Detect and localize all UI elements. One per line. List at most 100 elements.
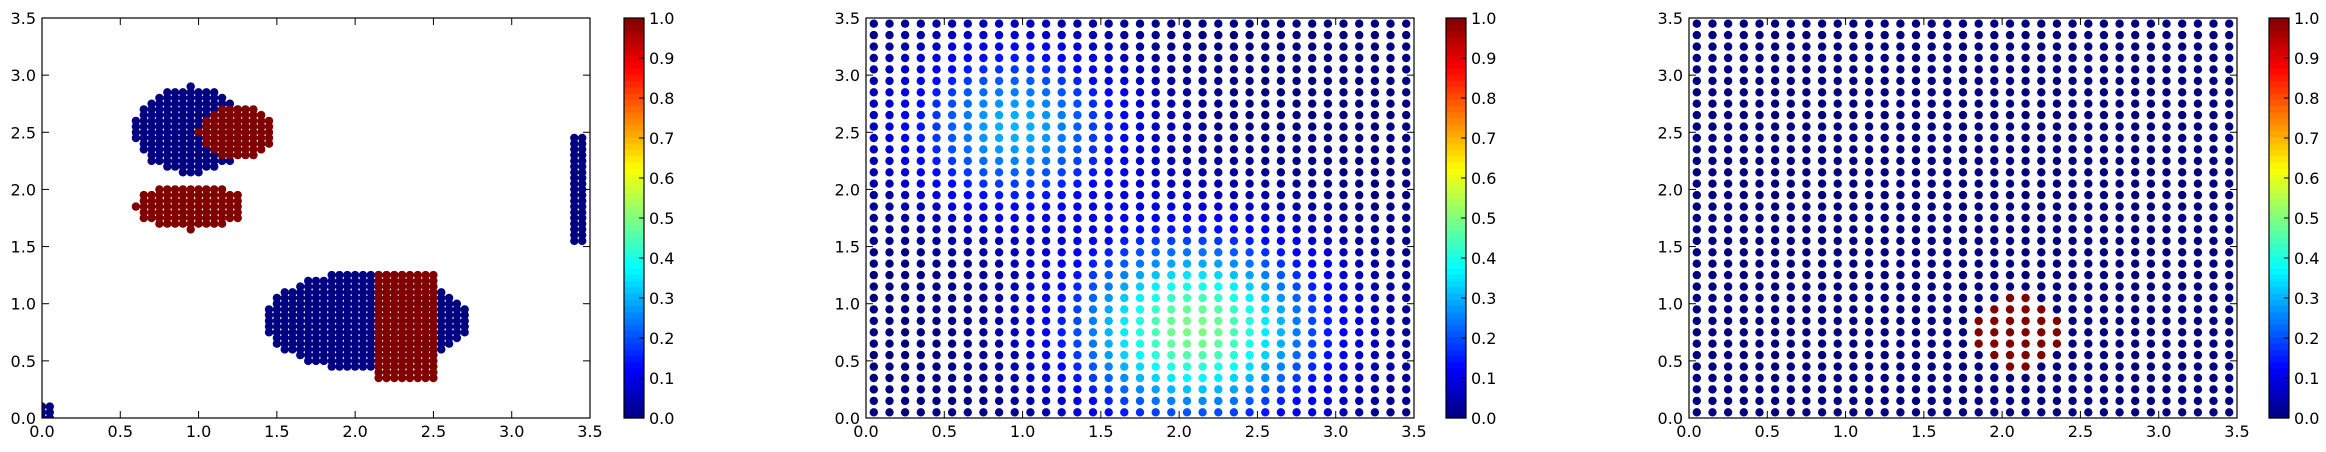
data-point — [1958, 110, 1968, 120]
data-point — [1292, 88, 1301, 97]
data-point — [2162, 76, 2171, 86]
data-point — [2209, 19, 2218, 28]
x-tick-label: 1.5 — [1911, 422, 1936, 441]
data-point — [1402, 396, 1411, 406]
data-point — [1849, 293, 1858, 303]
colorbar-segment — [624, 324, 644, 332]
data-point — [2005, 133, 2015, 143]
data-point — [2021, 110, 2030, 120]
data-point — [1245, 350, 1254, 360]
data-point — [1261, 350, 1270, 360]
data-point — [1057, 282, 1066, 291]
data-point — [1739, 42, 1749, 51]
data-point — [1276, 339, 1286, 348]
data-point — [1355, 99, 1364, 108]
data-point — [947, 76, 957, 86]
data-point — [979, 190, 988, 200]
data-point — [1692, 236, 1702, 246]
data-point — [1786, 65, 1796, 74]
data-point — [1308, 408, 1317, 417]
data-point — [570, 196, 579, 206]
data-point — [2193, 19, 2203, 28]
data-point — [963, 213, 972, 223]
data-point — [1104, 362, 1113, 371]
data-point — [1943, 65, 1952, 74]
colorbar-segment — [624, 393, 644, 400]
data-point — [2037, 145, 2046, 154]
data-point — [2099, 122, 2109, 131]
data-point — [2005, 385, 2015, 394]
data-point — [1104, 88, 1113, 97]
data-point — [1370, 179, 1380, 188]
data-point — [994, 350, 1004, 360]
data-point — [1214, 168, 1223, 177]
data-point — [1323, 339, 1333, 348]
data-point — [2021, 88, 2030, 97]
data-point — [1708, 339, 1717, 348]
data-point — [1849, 19, 1858, 28]
data-point — [1261, 156, 1270, 166]
data-points — [869, 19, 1411, 417]
data-point — [1849, 179, 1858, 188]
data-point — [1692, 259, 1702, 268]
data-point — [2068, 30, 2077, 40]
data-point — [1896, 76, 1905, 86]
data-point — [979, 385, 988, 394]
data-point — [869, 305, 878, 314]
data-point — [1786, 145, 1796, 154]
x-tick-label: 2.0 — [1989, 422, 2014, 441]
data-point — [2162, 145, 2171, 154]
data-point — [869, 19, 878, 28]
data-point — [2209, 190, 2218, 200]
data-point — [1739, 88, 1749, 97]
data-point — [1817, 110, 1827, 120]
colorbar-segment — [1446, 105, 1466, 113]
data-point — [2178, 30, 2187, 40]
data-point — [2162, 53, 2171, 63]
data-point — [963, 385, 972, 394]
data-point — [1386, 316, 1395, 326]
data-point — [1104, 168, 1113, 177]
data-point — [1386, 385, 1395, 394]
data-point — [2068, 213, 2077, 223]
data-point — [1833, 396, 1842, 406]
colorbar-segment — [624, 305, 644, 313]
data-point — [1261, 305, 1270, 314]
data-point — [1786, 156, 1796, 166]
data-point — [994, 133, 1004, 143]
data-point — [1802, 42, 1811, 51]
data-point — [2131, 156, 2140, 166]
data-point — [1010, 236, 1019, 246]
data-point — [1708, 282, 1717, 291]
data-point — [155, 156, 164, 166]
data-point — [2225, 282, 2234, 291]
data-point — [932, 362, 941, 371]
data-point — [900, 350, 910, 360]
data-point — [1974, 19, 1983, 28]
data-point — [1833, 99, 1842, 108]
data-point — [1770, 385, 1780, 394]
colorbar-segment — [624, 405, 644, 413]
data-point — [1692, 248, 1702, 257]
data-point — [1833, 88, 1842, 97]
data-point — [1708, 30, 1717, 40]
data-point — [405, 276, 415, 286]
data-point — [1723, 133, 1733, 143]
data-point — [1723, 373, 1733, 383]
data-point — [1880, 339, 1889, 348]
data-point — [2037, 65, 2046, 74]
data-point — [1402, 259, 1411, 268]
data-point — [1010, 202, 1019, 211]
data-point — [1786, 259, 1796, 268]
data-point — [2037, 156, 2046, 166]
data-point — [2037, 133, 2046, 143]
data-point — [452, 316, 462, 326]
data-point — [1739, 316, 1749, 326]
data-point — [1182, 293, 1192, 303]
data-point — [1739, 385, 1749, 394]
data-point — [1308, 305, 1317, 314]
data-point — [1041, 19, 1051, 28]
data-point — [1833, 236, 1842, 246]
data-point — [1958, 350, 1968, 360]
data-point — [963, 53, 972, 63]
